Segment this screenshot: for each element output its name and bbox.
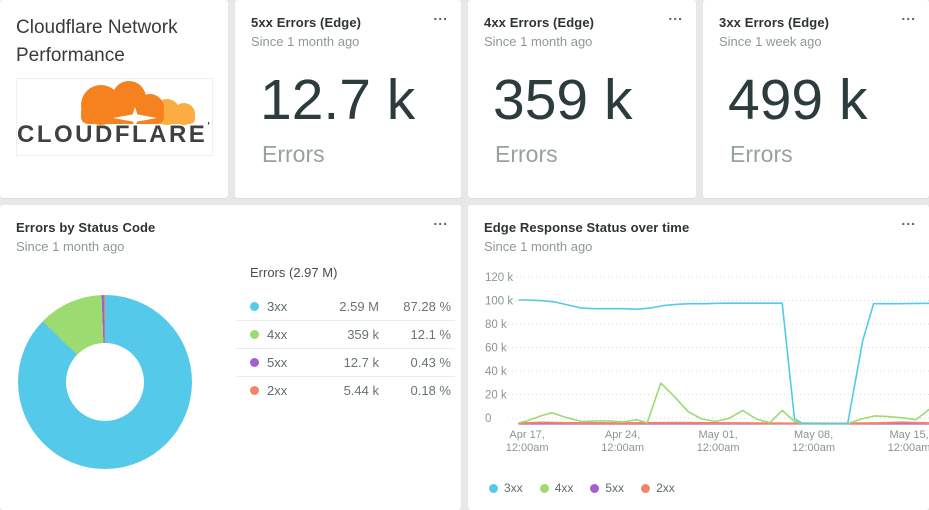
series-color-dot: [250, 358, 259, 367]
cloudflare-logo: CLOUDFLARE': [16, 78, 213, 156]
billboard-3xx-errors: 3xx Errors (Edge) Since 1 week ago ... 4…: [703, 0, 929, 198]
series-color-dot: [250, 330, 259, 339]
billboard-4xx-errors: 4xx Errors (Edge) Since 1 month ago ... …: [468, 0, 696, 198]
series-color-dot: [250, 386, 259, 395]
series-line-2xx: [518, 421, 929, 425]
error-count: 12.7 k: [343, 355, 379, 370]
cloudflare-wordmark: CLOUDFLARE': [17, 121, 213, 148]
x-axis-tick: 12:00am: [888, 442, 929, 454]
status-code-label: 4xx: [267, 327, 288, 342]
x-axis-tick: 12:00am: [697, 442, 740, 454]
metric-unit: Errors: [730, 141, 793, 167]
legend-item-5xx[interactable]: 5xx: [590, 481, 624, 495]
legend-item-4xx[interactable]: 4xx: [539, 481, 574, 495]
error-count: 2.59 M: [339, 298, 379, 314]
legend-label: 5xx: [605, 481, 625, 495]
legend-item-3xx[interactable]: 3xx: [489, 481, 523, 495]
cloudflare-cloud-icon: [81, 81, 195, 127]
metric-unit: Errors: [262, 141, 325, 167]
widget-title: 5xx Errors (Edge): [251, 15, 362, 30]
widget-timerange: Since 1 month ago: [16, 239, 125, 254]
table-row[interactable]: 5xx 12.7 k 0.43 %: [237, 348, 455, 376]
dashboard-title-card: Cloudflare Network Performance CLOUDFLAR…: [0, 0, 228, 198]
y-axis-tick: 80 k: [485, 319, 507, 331]
legend-label: 2xx: [656, 481, 675, 495]
table-row[interactable]: 4xx 359 k 12.1 %: [237, 320, 455, 348]
x-axis-tick: 12:00am: [601, 442, 644, 454]
widget-title: 4xx Errors (Edge): [484, 15, 595, 30]
metric-unit: Errors: [495, 141, 558, 167]
page-title: Cloudflare Network Performance: [16, 17, 178, 66]
y-axis-tick: 120 k: [485, 272, 513, 284]
chart-legend: 3xx 4xx 5xx 2xx: [489, 481, 675, 495]
edge-response-status-widget: Edge Response Status over time Since 1 m…: [468, 205, 929, 510]
status-code-table: Errors (2.97 M) 3xx 2.59 M 87.28 % 4xx 359 k…: [237, 265, 455, 404]
widget-menu-icon[interactable]: ...: [668, 7, 683, 23]
x-axis-tick: 12:00am: [792, 442, 835, 454]
y-axis-tick: 60 k: [485, 343, 507, 355]
widget-timerange: Since 1 month ago: [484, 34, 593, 49]
error-percent: 87.28 %: [403, 298, 451, 314]
status-code-label: 5xx: [267, 355, 288, 370]
y-axis-tick: 20 k: [485, 390, 507, 402]
x-axis-tick: 12:00am: [506, 442, 549, 454]
x-axis-tick: May 15,: [889, 429, 928, 441]
billboard-5xx-errors: 5xx Errors (Edge) Since 1 month ago ... …: [235, 0, 461, 198]
table-header: Errors (2.97 M): [250, 265, 338, 280]
error-count: 5.44 k: [343, 383, 379, 398]
series-color-dot: [250, 301, 259, 311]
x-axis-tick: Apr 24,: [605, 429, 640, 441]
y-axis-tick: 40 k: [485, 366, 507, 378]
widget-menu-icon[interactable]: ...: [901, 212, 916, 228]
legend-color-dot: [489, 483, 498, 493]
widget-timerange: Since 1 month ago: [484, 239, 593, 254]
logo-trademark: ': [207, 121, 213, 132]
table-row[interactable]: 3xx 2.59 M 87.28 %: [237, 292, 455, 320]
legend-color-dot: [641, 483, 651, 493]
legend-label: 3xx: [504, 481, 523, 495]
legend-color-dot: [539, 483, 549, 493]
donut-chart: [18, 295, 192, 469]
legend-color-dot: [590, 483, 600, 493]
status-code-label: 2xx: [267, 383, 288, 398]
errors-by-status-code-widget: Errors by Status Code Since 1 month ago …: [0, 205, 461, 510]
x-axis-tick: Apr 17,: [509, 429, 544, 441]
widget-title: Errors by Status Code: [16, 220, 156, 235]
widget-timerange: Since 1 week ago: [719, 34, 822, 49]
widget-title: 3xx Errors (Edge): [719, 15, 830, 30]
table-row[interactable]: 2xx 5.44 k 0.18 %: [237, 376, 455, 404]
y-axis-tick: 0: [485, 413, 491, 425]
widget-timerange: Since 1 month ago: [251, 34, 360, 49]
metric-value: 499 k: [728, 68, 868, 132]
widget-title: Edge Response Status over time: [484, 220, 690, 235]
error-percent: 0.43 %: [410, 355, 451, 370]
metric-value: 359 k: [493, 68, 633, 132]
widget-menu-icon[interactable]: ...: [433, 7, 448, 23]
widget-menu-icon[interactable]: ...: [901, 7, 916, 23]
x-axis-tick: May 01,: [699, 429, 738, 441]
legend-item-2xx[interactable]: 2xx: [641, 481, 675, 495]
status-code-label: 3xx: [267, 298, 288, 314]
metric-value: 12.7 k: [260, 68, 416, 132]
x-axis-tick: May 08,: [794, 429, 833, 441]
series-line-3xx: [518, 299, 929, 425]
error-percent: 0.18 %: [410, 383, 451, 398]
widget-menu-icon[interactable]: ...: [433, 212, 448, 228]
legend-label: 4xx: [554, 481, 574, 495]
y-axis-tick: 100 k: [485, 296, 513, 308]
series-line-4xx: [518, 382, 929, 425]
error-count: 359 k: [347, 327, 379, 342]
error-percent: 12.1 %: [410, 327, 451, 342]
